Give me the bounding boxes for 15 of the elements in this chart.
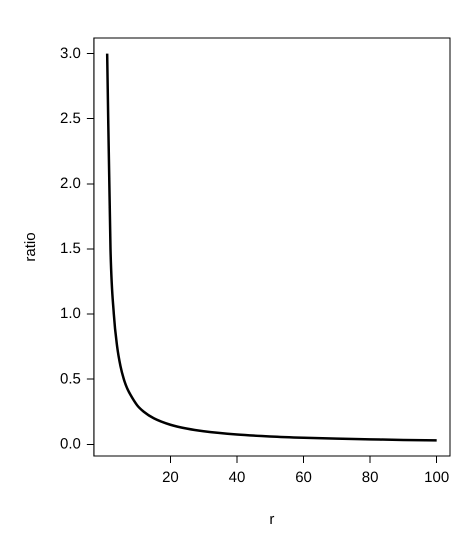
line-series xyxy=(106,52,438,442)
y-tick-label: 3.0 xyxy=(60,44,81,62)
y-axis-title: ratio xyxy=(22,232,40,262)
y-tick-label: 2.0 xyxy=(60,174,81,192)
x-tick-label: 100 xyxy=(424,469,450,486)
y-tick-label: 1.0 xyxy=(60,305,81,322)
y-tick-label: 1.5 xyxy=(60,240,81,258)
y-tick-label: 0.5 xyxy=(60,370,81,388)
y-tick-label: 0.0 xyxy=(60,435,81,452)
x-tick-label: 40 xyxy=(228,469,246,486)
y-tick-label: 2.5 xyxy=(60,110,81,127)
x-tick-label: 60 xyxy=(295,469,312,486)
x-tick-label: 20 xyxy=(162,469,179,486)
x-tick-label: 80 xyxy=(362,469,378,486)
x-axis-title: r xyxy=(269,511,274,528)
